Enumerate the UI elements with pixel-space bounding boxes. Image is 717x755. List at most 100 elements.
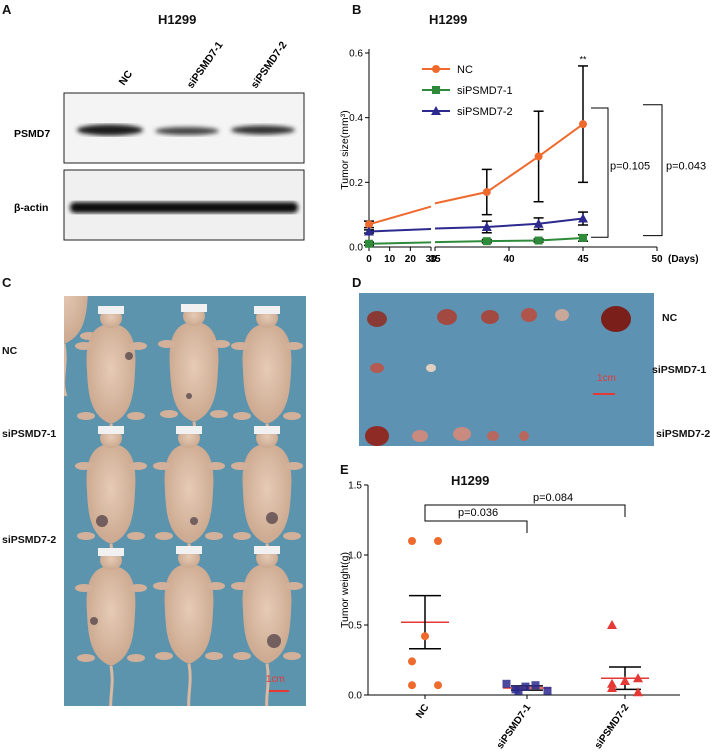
legend-label: siPSMD7-1 [457, 85, 513, 97]
legend-marker [432, 86, 440, 94]
p-value-label: p=0.036 [458, 507, 498, 519]
row-label-beta-actin: β-actin [14, 202, 48, 214]
panel-c-row-nc: NC [2, 345, 18, 357]
band-actin [70, 202, 298, 213]
bands-beta-actin [70, 202, 298, 213]
data-point [482, 237, 491, 246]
tumor-photo: 1cm [359, 293, 654, 446]
p-value-label: p=0.084 [533, 492, 573, 504]
lane-label: siPSMD7-2 [249, 39, 290, 90]
data-point [620, 676, 630, 685]
x-axis-label: (Days) [668, 254, 699, 265]
data-point [531, 681, 540, 690]
bracket-nc-si2 [424, 504, 626, 517]
p-value-label: p=0.105 [610, 160, 650, 172]
x-tick-label: 10 [384, 254, 396, 265]
data-point [534, 152, 543, 161]
tumor-weight-chart: 0.0 0.5 1.0 1.5 Tumor weight(g) NC siPSMD7-1 si… [340, 481, 680, 751]
data-point [365, 239, 373, 248]
x-tick-label: 20 [405, 254, 417, 265]
data-point [534, 236, 543, 245]
data-point [482, 188, 491, 197]
data-point [533, 218, 544, 228]
legend-marker [431, 106, 441, 115]
panel-d-row-nc: NC [662, 312, 678, 324]
tumor-photo-drawing [365, 306, 631, 446]
panel-d-row-si2: siPSMD7-2 [656, 428, 711, 440]
data-point [633, 687, 643, 697]
y-tick-label: 1.5 [348, 481, 362, 492]
chart-b-title: H1299 [429, 12, 468, 27]
panel-c-row-si1: siPSMD7-1 [2, 428, 57, 440]
legend-label: NC [457, 64, 473, 76]
data-point [607, 620, 617, 629]
data-point [579, 233, 587, 242]
x-tick-label: 35 [429, 254, 441, 265]
data-point [364, 226, 374, 236]
panel-label-a: A [2, 2, 12, 17]
y-tick-label: 0.5 [348, 621, 362, 632]
panel-a-title: H1299 [158, 12, 197, 27]
bands-psmd7 [77, 124, 295, 136]
data-point [408, 537, 416, 545]
x-tick-label: 40 [503, 254, 515, 265]
y-tick-label: 0.0 [348, 691, 362, 702]
western-blot: NC siPSMD7-1 siPSMD7-2 PSMD7 β-actin [14, 39, 305, 241]
data-point [578, 213, 588, 223]
x-tick-label: 50 [651, 254, 663, 265]
y-tick-label: 0.2 [349, 178, 363, 189]
panel-label-e: E [340, 462, 349, 477]
significance-stars: ** [579, 55, 587, 65]
panel-d-row-si1: siPSMD7-1 [652, 364, 707, 376]
tumor-scale-label: 1cm [597, 373, 616, 384]
series-line [434, 236, 584, 244]
y-tick-label: 1.0 [348, 551, 362, 562]
x-tick-label: siPSMD7-1 [495, 702, 534, 751]
data-point [607, 683, 617, 692]
panel-label-c: C [2, 275, 12, 290]
band-nc-psmd7 [77, 124, 143, 136]
data-point [434, 537, 442, 545]
series-line [434, 123, 584, 205]
data-point [543, 686, 552, 695]
lane-label: NC [117, 68, 136, 88]
data-point [434, 681, 442, 690]
legend-label: siPSMD7-2 [457, 106, 513, 118]
panel-label-d: D [352, 275, 362, 290]
bracket-nc-si1 [424, 513, 528, 533]
x-tick-label: NC [414, 702, 431, 720]
y-tick-label: 0.6 [349, 49, 363, 60]
tumors-si1 [370, 363, 436, 373]
x-tick-label: 45 [577, 254, 589, 265]
band-si2-psmd7 [231, 125, 295, 135]
band-si1-psmd7 [155, 127, 219, 135]
x-tick-label: siPSMD7-2 [593, 702, 632, 751]
tumors-si2 [365, 426, 529, 446]
data-point [579, 120, 587, 129]
p-value-label: p=0.043 [666, 160, 706, 172]
mice-photo-drawing [64, 296, 305, 706]
data-point [521, 682, 530, 691]
mice-scale-label: 1cm [266, 674, 285, 685]
bracket-si2 [643, 104, 663, 237]
bracket-si1 [591, 107, 609, 238]
lane-label: siPSMD7-1 [185, 39, 226, 90]
data-point [502, 679, 511, 688]
y-tick-label: 0.0 [349, 243, 363, 254]
x-tick-label: 0 [366, 254, 372, 265]
data-point [421, 632, 429, 641]
data-point [408, 681, 416, 690]
data-point [514, 686, 523, 695]
legend-marker [432, 65, 440, 73]
y-axis-label: Tumor size(mm³) [340, 110, 351, 190]
chart-e-title: H1299 [451, 473, 490, 488]
data-point [408, 657, 416, 666]
data-point [481, 221, 492, 231]
tumor-marks [90, 352, 281, 648]
tumors-nc [367, 306, 631, 332]
mice-photo: 1cm [64, 296, 306, 706]
row-label-psmd7: PSMD7 [14, 128, 50, 140]
data-point [365, 220, 373, 229]
panel-label-b: B [352, 2, 362, 17]
